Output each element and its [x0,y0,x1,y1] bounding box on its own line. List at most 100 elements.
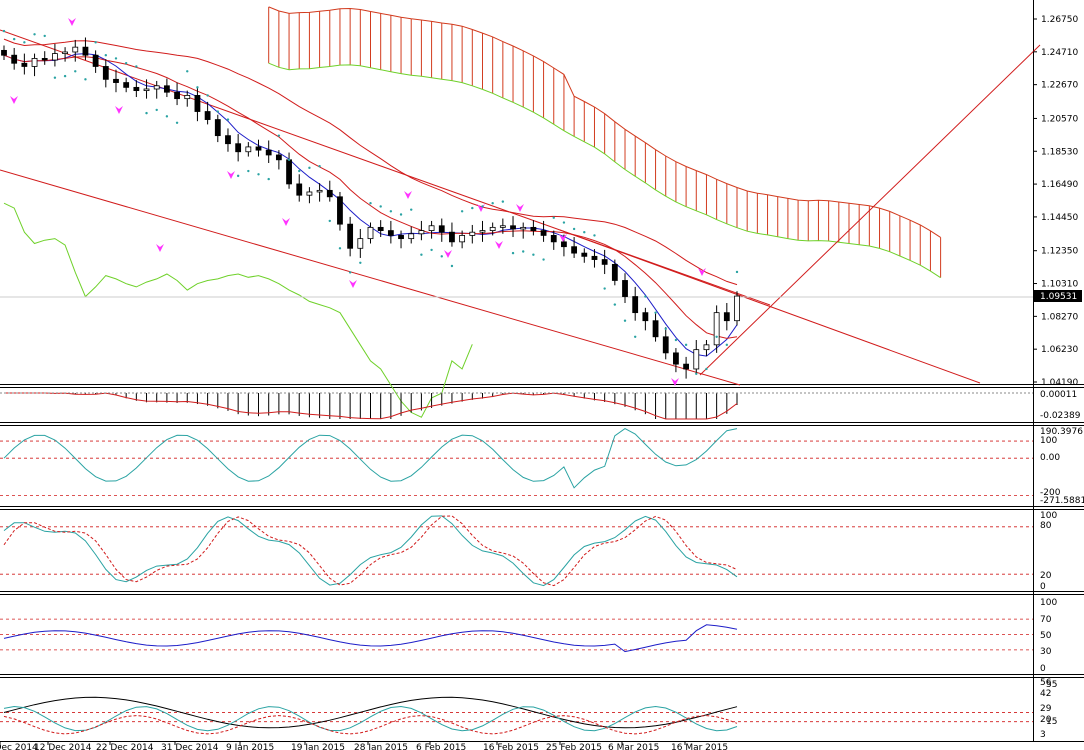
sar-dot [440,255,443,258]
sar-dot [633,335,637,338]
sar-dot [491,202,494,205]
price-label: 1.18530 [1041,147,1078,157]
current-price-tag: 1.09531 [1034,290,1082,302]
fractal-arrow [671,378,679,386]
current-price-label: 1.09531 [1040,292,1077,302]
sar-dot [471,206,474,210]
time-label: 9 Jan 2015 [226,743,274,750]
candle-body [734,295,740,322]
sar-dot [104,54,108,57]
sar-dot [603,287,606,290]
candle-body [316,189,323,193]
candle-body [499,225,506,228]
sar-dot [318,165,321,168]
time-label: 12 Dec 2014 [34,743,92,750]
price-label: 1.24710 [1041,48,1078,58]
candle-body [611,263,618,281]
sar-dot [23,41,26,44]
fractal-arrow [698,268,706,276]
candle-body [479,230,486,233]
time-label: 6 Feb 2015 [416,743,466,750]
sar-dot [43,34,46,38]
sar-dot [186,70,189,73]
sar-dot [298,169,301,173]
sar-dot [308,166,311,170]
fractal-arrow [477,204,485,212]
sar-dot [2,29,6,33]
sar-dot [684,343,688,347]
minus-di-line [3,715,738,735]
price-axis: 1.26750 1.24710 1.22670 1.20570 1.18530 1.164… [1033,15,1078,388]
time-label: 22 Dec 2014 [96,743,154,750]
candle-body [235,143,242,153]
candle-body [62,51,68,54]
sar-dot [175,121,179,124]
sar-dot [94,41,97,44]
candle-body [123,82,130,88]
stoch-label-20: 20 [1040,571,1052,581]
fractal-arrow [115,106,123,114]
plus-di-line [3,705,738,732]
candle-body [102,66,109,80]
candle-body [520,226,527,230]
candle-body [52,53,58,61]
sar-dot [84,78,87,81]
candle-body [184,95,191,100]
sar-dot [522,250,525,253]
time-label: 16 Feb 2015 [483,743,539,750]
macd-label-1: -0.02389 [1040,411,1081,421]
candle-body [387,230,394,236]
cci-label-min: -271.5881 [1040,496,1084,506]
ichimoku-cloud [268,6,942,278]
sar-dot [145,111,148,115]
sar-dot [572,227,576,231]
sar-dot [359,261,362,264]
candle-body [153,85,160,90]
fractal-arrow [444,250,452,258]
price-label: 1.12350 [1041,247,1078,257]
adx-label-15: 15 [1046,717,1057,727]
span-a-line [268,6,941,238]
adx-label-20: 20 [1040,715,1052,725]
candle-body [377,226,384,231]
candle-body [326,189,333,198]
candle-body [652,320,659,338]
rsi-label-30: 30 [1040,647,1052,657]
time-label: 19 Jan 2015 [291,743,345,750]
candle-body [214,119,221,137]
fractal-markers [10,18,706,386]
candle-body [21,62,28,67]
candle-body [449,231,455,243]
adx-line [3,696,738,729]
candle-body [347,223,354,249]
sar-dot [216,110,219,113]
sar-dot [33,33,36,36]
fractal-arrow [68,18,76,26]
sar-dot [552,216,555,219]
sar-dot [155,108,158,112]
candle-body [713,312,720,346]
time-label: 28 Jan 2015 [354,743,408,750]
candle-body [163,85,170,93]
sar-dot [196,86,199,89]
sar-dot [348,271,352,274]
sar-dot [501,200,505,203]
candle-body [255,146,262,151]
cci-panel [0,428,1033,497]
price-label: 1.16490 [1041,180,1078,190]
fractal-arrow [404,191,412,199]
cci-label-0: 0.00 [1040,453,1060,463]
sar-dot [613,303,617,306]
candle-body [662,336,669,354]
candle-body [286,159,292,185]
macd-panel [0,392,1033,420]
candle-body [530,226,537,231]
sar-dot [583,230,586,234]
candle-body [418,230,425,235]
sar-dot [277,134,281,137]
sar-dot [532,253,535,256]
projection-line [699,44,1041,376]
candle-body [632,296,639,314]
